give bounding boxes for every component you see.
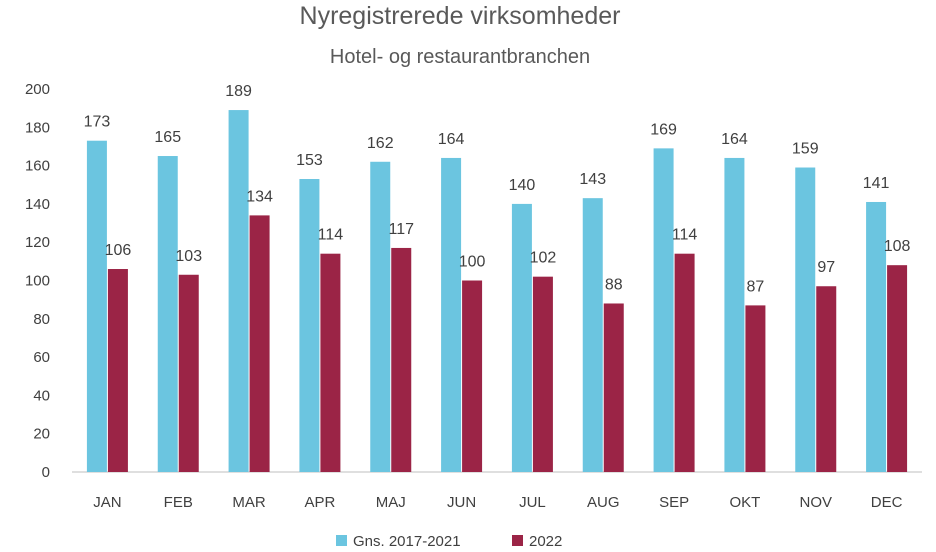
x-tick-label: JUL <box>519 494 546 511</box>
data-label: 140 <box>509 177 536 194</box>
data-label: 189 <box>225 83 252 100</box>
x-tick-label: DEC <box>871 494 903 511</box>
bar-gns-feb <box>157 156 178 472</box>
y-tick-label: 120 <box>25 234 50 251</box>
y-tick-label: 100 <box>25 273 50 290</box>
y-tick-label: 60 <box>33 349 50 366</box>
bar-2022-jun <box>462 280 483 472</box>
bar-2022-feb <box>178 274 199 472</box>
data-label: 108 <box>884 238 911 255</box>
data-label: 100 <box>459 254 486 271</box>
bar-gns-mar <box>228 110 249 472</box>
y-tick-label: 180 <box>25 119 50 136</box>
legend-label-gns: Gns. 2017-2021 <box>353 533 461 550</box>
legend-label-2022: 2022 <box>529 533 562 550</box>
y-tick-label: 200 <box>25 81 50 98</box>
data-label: 114 <box>318 227 344 244</box>
bar-gns-jul <box>511 203 532 472</box>
bar-2022-jul <box>532 276 553 472</box>
bar-gns-jan <box>86 140 107 472</box>
bar-gns-apr <box>299 179 320 472</box>
bar-gns-okt <box>724 157 745 472</box>
data-label: 134 <box>246 188 273 205</box>
y-tick-label: 40 <box>33 387 50 404</box>
bar-2022-jan <box>107 269 128 472</box>
data-labels: 173 106 165 103 189 134 153 114 162 117 164 100 140 1… <box>84 83 911 295</box>
data-label: 102 <box>530 250 557 267</box>
data-label: 141 <box>863 175 890 192</box>
x-tick-label: JUN <box>447 494 476 511</box>
x-tick-label: APR <box>304 494 335 511</box>
y-tick-label: 0 <box>42 464 50 481</box>
bar-2022-nov <box>816 286 837 472</box>
y-axis: 0 20 40 60 80 100 120 140 160 180 200 <box>25 81 50 481</box>
x-tick-label: AUG <box>587 494 620 511</box>
x-tick-label: OKT <box>729 494 760 511</box>
bar-gns-dec <box>866 201 887 473</box>
data-label: 164 <box>438 131 465 148</box>
bar-gns-maj <box>370 161 391 472</box>
data-label: 103 <box>175 248 202 265</box>
y-tick-label: 80 <box>33 311 50 328</box>
data-label: 114 <box>672 227 698 244</box>
legend-swatch-gns <box>336 535 347 546</box>
data-label: 106 <box>105 242 132 259</box>
x-tick-label: SEP <box>659 494 689 511</box>
y-tick-label: 140 <box>25 196 50 213</box>
data-label: 143 <box>579 171 606 188</box>
bar-2022-mar <box>249 215 270 472</box>
chart-subtitle: Hotel- og restaurantbranchen <box>330 46 590 68</box>
bars <box>86 110 908 473</box>
x-tick-label: JAN <box>93 494 121 511</box>
bar-2022-sep <box>674 253 695 472</box>
bar-2022-apr <box>320 253 341 472</box>
x-tick-label: FEB <box>164 494 193 511</box>
data-label: 87 <box>747 278 765 295</box>
data-label: 162 <box>367 135 394 152</box>
data-label: 159 <box>792 141 819 158</box>
bar-2022-maj <box>391 247 412 472</box>
data-label: 165 <box>154 129 181 146</box>
chart-title: Nyregistrerede virksomheder <box>300 2 621 30</box>
bar-2022-okt <box>745 305 766 472</box>
data-label: 173 <box>84 114 111 131</box>
x-tick-label: NOV <box>799 494 832 511</box>
bar-2022-dec <box>887 265 908 472</box>
data-label: 169 <box>650 121 677 138</box>
x-tick-label: MAJ <box>376 494 406 511</box>
bar-gns-aug <box>582 198 603 472</box>
x-axis: JAN FEB MAR APR MAJ JUN JUL AUG SEP OKT NOV DEC <box>93 494 902 511</box>
data-label: 164 <box>721 131 748 148</box>
data-label: 117 <box>388 221 414 238</box>
legend: Gns. 2017-2021 2022 <box>336 533 562 550</box>
bar-2022-aug <box>603 303 624 472</box>
bar-gns-nov <box>795 167 816 472</box>
x-tick-label: MAR <box>232 494 266 511</box>
y-tick-label: 20 <box>33 426 50 443</box>
bar-gns-sep <box>653 148 674 473</box>
data-label: 88 <box>605 276 623 293</box>
y-tick-label: 160 <box>25 158 50 175</box>
bar-gns-jun <box>441 157 462 472</box>
legend-swatch-2022 <box>512 535 523 546</box>
data-label: 153 <box>296 152 323 169</box>
data-label: 97 <box>817 259 835 276</box>
